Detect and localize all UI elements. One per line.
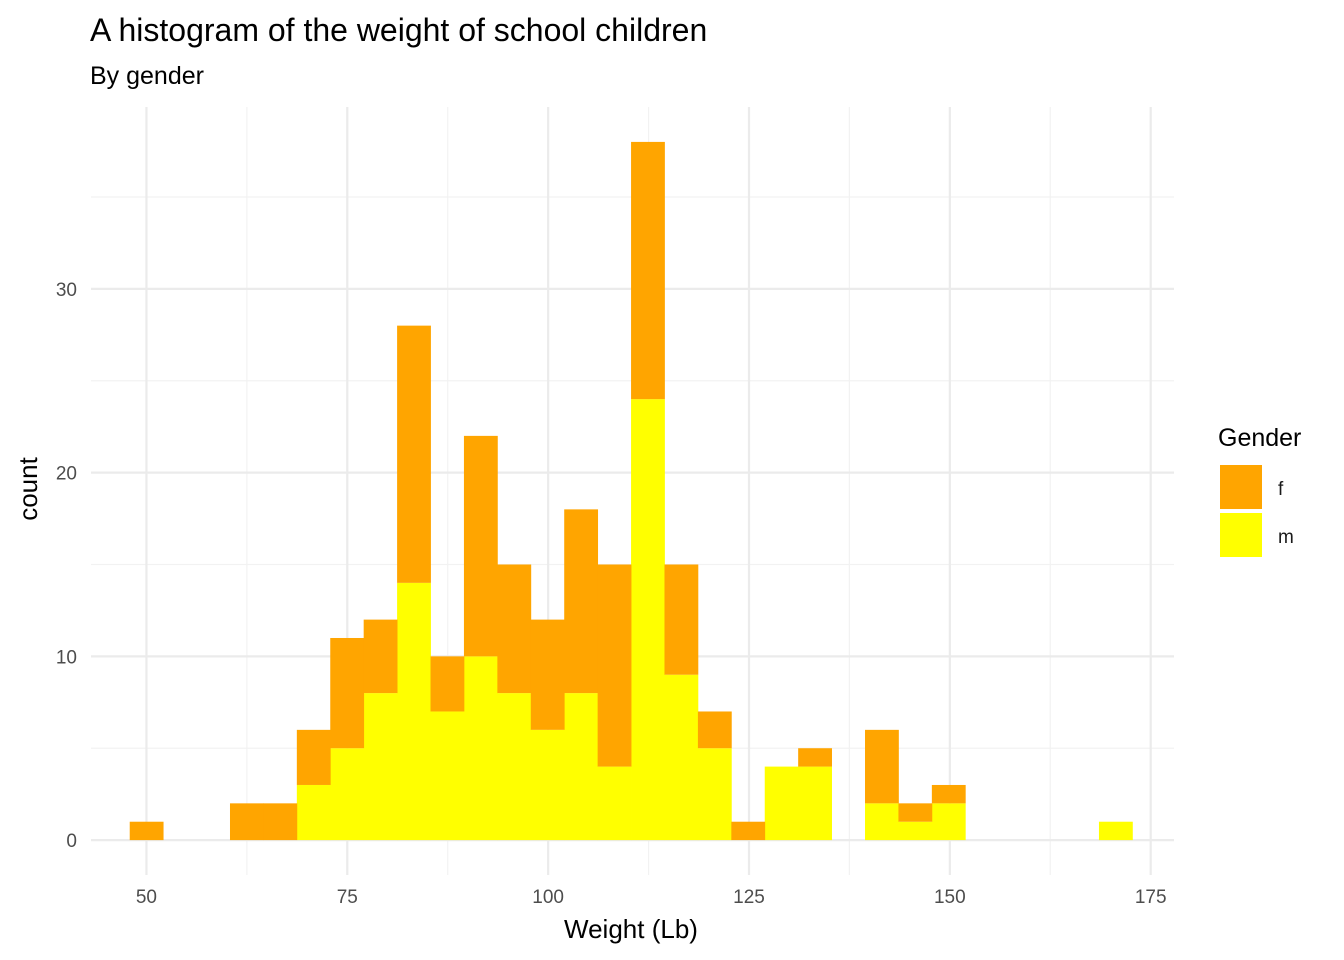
legend-title: Gender xyxy=(1218,424,1301,452)
bar-f xyxy=(296,729,331,785)
y-tick-label: 10 xyxy=(56,647,77,668)
bar-m xyxy=(296,784,331,841)
bar-m xyxy=(1098,821,1133,841)
bar-f xyxy=(463,435,498,657)
legend-key-f xyxy=(1220,465,1262,509)
x-tick-label: 50 xyxy=(136,887,157,908)
bar-f xyxy=(664,564,699,675)
bar-m xyxy=(463,656,498,841)
chart-subtitle: By gender xyxy=(90,62,204,90)
bar-f xyxy=(263,803,298,841)
bar-f xyxy=(898,803,933,822)
bar-f xyxy=(798,748,832,767)
legend: Gender f m xyxy=(1218,424,1301,557)
bar-f xyxy=(397,325,431,583)
bar-f xyxy=(631,141,665,400)
bar-m xyxy=(497,693,532,841)
x-tick-label: 150 xyxy=(934,887,966,908)
bar-m xyxy=(697,748,732,841)
bar-m xyxy=(430,711,465,841)
legend-key-m xyxy=(1220,513,1262,557)
bar-f xyxy=(129,821,164,841)
bar-f xyxy=(731,821,766,841)
bar-f xyxy=(229,803,264,841)
bar-m xyxy=(530,729,565,841)
chart-title: A histogram of the weight of school chil… xyxy=(90,12,707,48)
x-tick-label: 175 xyxy=(1135,887,1167,908)
legend-label-m: m xyxy=(1278,527,1294,548)
y-axis-label: count xyxy=(13,456,43,520)
bar-m xyxy=(363,693,398,841)
bar-f xyxy=(597,564,632,767)
bar-m xyxy=(330,748,365,841)
bar-m xyxy=(397,582,431,841)
bar-m xyxy=(664,674,699,841)
bar-f xyxy=(497,564,532,694)
x-tick-label: 75 xyxy=(337,887,358,908)
x-axis-label: Weight (Lb) xyxy=(564,914,698,944)
y-axis-ticks: 0 10 20 30 xyxy=(56,280,77,852)
x-axis-ticks: 50 75 100 125 150 175 xyxy=(136,887,1167,908)
bar-m xyxy=(865,803,899,841)
bar-f xyxy=(530,619,565,730)
bar-f xyxy=(564,509,599,694)
bars xyxy=(129,141,1133,841)
bar-f xyxy=(865,729,899,804)
y-tick-label: 30 xyxy=(56,280,77,301)
bar-f xyxy=(363,619,398,694)
x-tick-label: 125 xyxy=(733,887,765,908)
bar-f xyxy=(697,711,732,749)
bar-m xyxy=(898,821,933,841)
bar-m xyxy=(631,399,665,841)
x-tick-label: 100 xyxy=(532,887,564,908)
y-tick-label: 20 xyxy=(56,464,77,485)
bar-m xyxy=(931,803,966,841)
bar-m xyxy=(798,766,832,841)
bar-m xyxy=(597,766,632,841)
bar-m xyxy=(564,693,599,841)
y-tick-label: 0 xyxy=(66,831,77,852)
bar-f xyxy=(330,637,365,749)
legend-label-f: f xyxy=(1278,479,1284,500)
bar-f xyxy=(931,784,966,804)
bar-f xyxy=(430,656,465,712)
bar-m xyxy=(764,766,799,841)
